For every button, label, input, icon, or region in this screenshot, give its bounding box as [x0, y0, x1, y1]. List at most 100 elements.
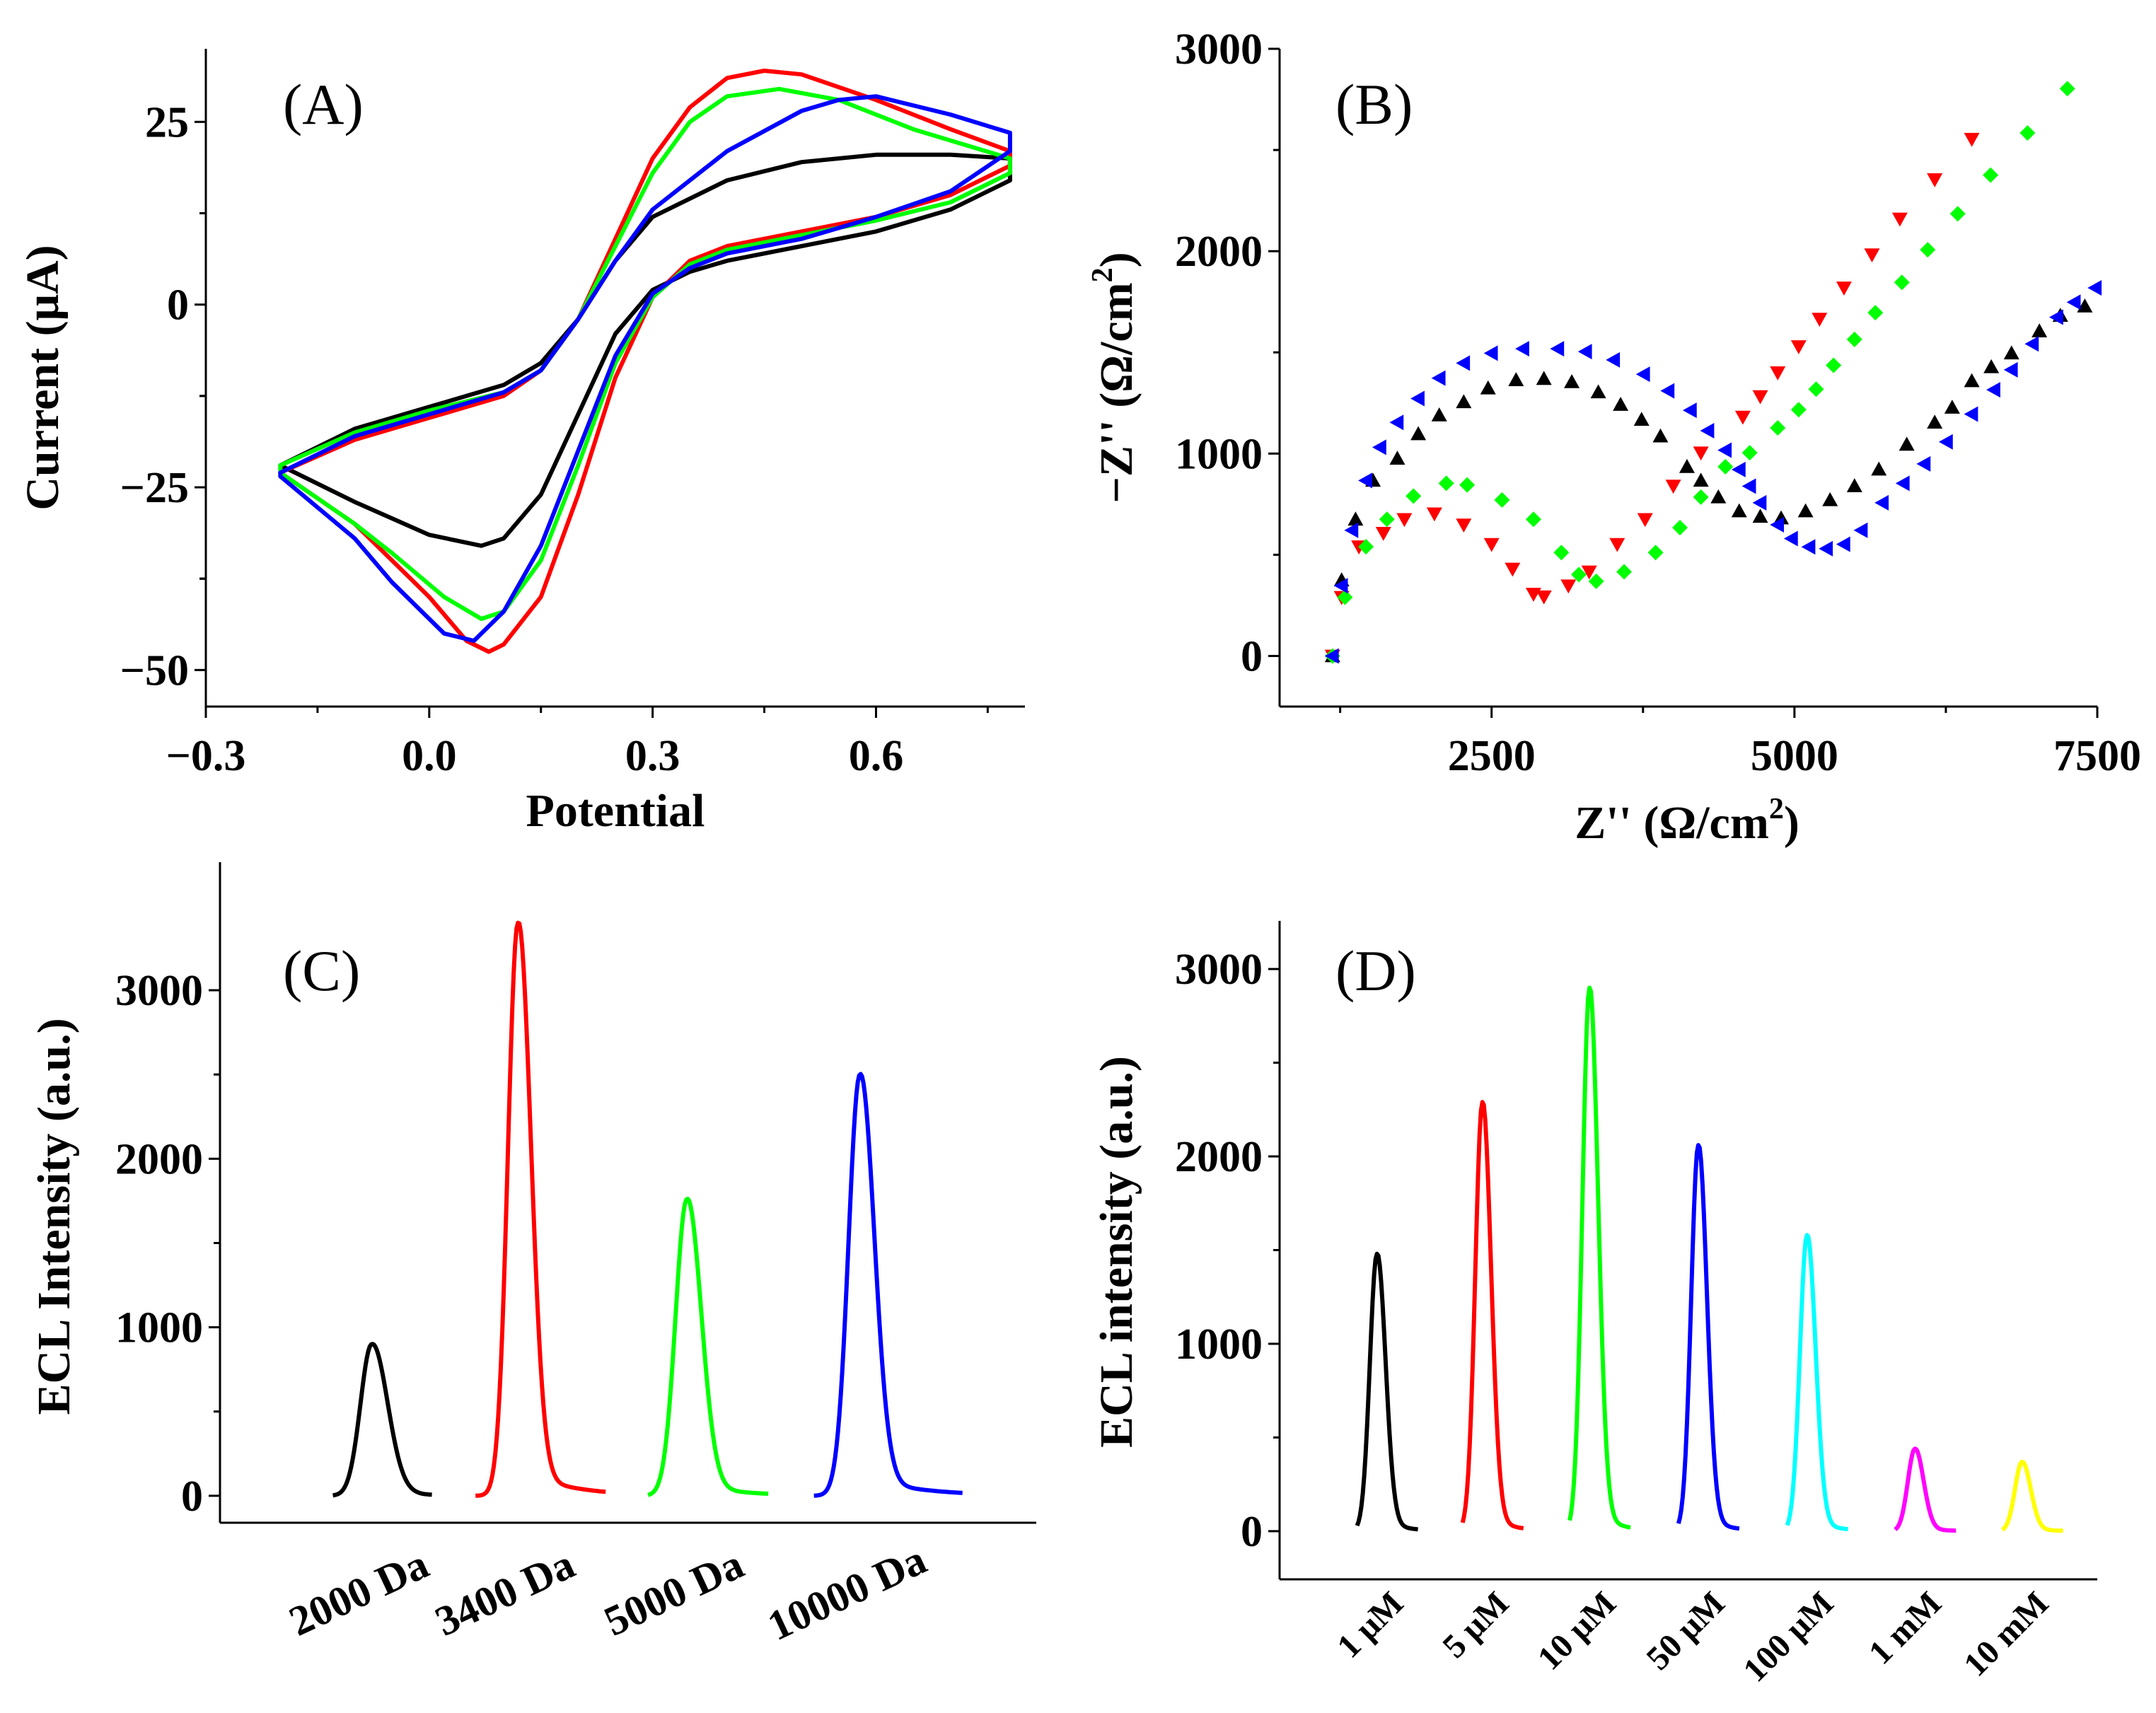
data-point-triangle-up [1613, 397, 1629, 411]
category-label: 1 μM [1330, 1584, 1410, 1665]
data-point-triangle-up [1927, 414, 1943, 429]
data-point-triangle-up [1480, 380, 1496, 395]
panel-a-cv-chart: 25 0 −25 −50 −0.3 0.0 0.3 0.6 (A) Current (μA) Pot… [17, 49, 1025, 837]
data-point-diamond [2059, 81, 2075, 97]
data-point-triangle-up [1389, 451, 1406, 465]
data-point-triangle-down [1927, 173, 1943, 187]
data-point-triangle-left [1550, 341, 1565, 357]
ecl-peak-3 [1676, 1143, 1740, 1531]
category-label: 2000 Da [282, 1540, 436, 1645]
data-point-triangle-left [1606, 352, 1621, 368]
cv-curve-blue [278, 94, 1012, 643]
data-point-diamond [1588, 573, 1604, 589]
data-point-diamond [1983, 167, 1999, 183]
data-point-triangle-up [1693, 472, 1709, 487]
y-axis-title: ECL intensity (a.u.) [1091, 1056, 1142, 1448]
y-tick-label: 0 [1241, 632, 1263, 680]
panel-label: (A) [283, 72, 364, 137]
data-point-triangle-down [1375, 526, 1391, 541]
category-label: 100 μM [1736, 1584, 1841, 1689]
data-point-triangle-up [1964, 373, 1980, 388]
data-point-triangle-up [1508, 372, 1524, 386]
data-point-triangle-left [1389, 414, 1404, 431]
data-point-diamond [1693, 489, 1709, 505]
data-point-triangle-left [1895, 475, 1910, 492]
category-label: 50 μM [1639, 1584, 1732, 1677]
data-point-triangle-left [1741, 478, 1756, 494]
data-point-triangle-left [1431, 370, 1446, 386]
category-label: 10000 Da [760, 1536, 933, 1650]
x-axis-title-sup: 2 [1769, 793, 1784, 825]
data-point-diamond [1647, 545, 1664, 561]
data-point-diamond [1337, 589, 1353, 605]
cv-curve-red [278, 69, 1012, 654]
y-tick-label: 2000 [1175, 228, 1263, 276]
x-axis-title-end: ) [1784, 797, 1799, 849]
cv-curve-black [278, 152, 1012, 548]
data-point-diamond [1459, 477, 1476, 493]
x-tick-label: 0.0 [402, 732, 457, 780]
data-point-triangle-up [1846, 478, 1862, 492]
data-point-triangle-left [1986, 382, 2000, 398]
x-axis-title: Z'' (Ω/cm2) [1575, 793, 1799, 849]
data-point-diamond [1826, 357, 1842, 373]
data-point-triangle-left [1324, 648, 1339, 664]
data-point-triangle-down [1396, 513, 1413, 528]
data-point-triangle-down [1752, 390, 1768, 405]
y-tick-label: −25 [120, 464, 189, 512]
data-point-diamond [1867, 305, 1884, 321]
y-axis-title-sup: 2 [1086, 267, 1119, 282]
data-point-diamond [1406, 488, 1422, 504]
data-point-triangle-down [1637, 513, 1653, 528]
data-point-triangle-up [1731, 503, 1747, 518]
panel-d-ecl-chart: 0 1000 2000 3000 1 μM 5 μM 10 μM 50 μM 100 μM 1 m… [1091, 921, 2097, 1689]
data-point-diamond [1525, 511, 1541, 528]
data-point-diamond [1920, 242, 1936, 258]
y-tick-label: 3000 [1175, 25, 1263, 74]
category-label: 10 mM [1957, 1584, 2056, 1683]
data-point-triangle-up [1633, 412, 1650, 426]
ecl-peak-6 [2000, 1459, 2064, 1533]
data-point-triangle-left [1938, 434, 1953, 450]
data-point-triangle-up [1564, 374, 1580, 388]
y-axis-title-text: −Z'' (Ω/cm [1091, 282, 1142, 503]
data-point-triangle-down [1581, 565, 1597, 580]
y-tick-label: −50 [120, 646, 189, 695]
y-tick-label: 0 [1241, 1508, 1263, 1556]
data-point-diamond [1894, 274, 1910, 291]
x-tick-label: 7500 [2053, 732, 2141, 780]
x-axis-title-text: Z'' (Ω/cm [1575, 797, 1769, 849]
y-tick-label: 2000 [115, 1135, 203, 1183]
data-point-triangle-left [1410, 390, 1425, 407]
y-tick-label: 0 [181, 1473, 203, 1521]
data-point-diamond [2019, 125, 2036, 141]
data-point-triangle-up [1983, 359, 2000, 373]
data-point-triangle-down [1891, 212, 1908, 227]
category-label: 3400 Da [428, 1540, 581, 1645]
data-point-triangle-up [1871, 461, 1887, 476]
data-point-triangle-up [1752, 509, 1768, 523]
data-point-diamond [1553, 545, 1570, 561]
data-point-triangle-left [2087, 279, 2102, 296]
x-tick-label: 0.3 [625, 732, 680, 780]
data-point-diamond [1379, 511, 1395, 528]
data-point-triangle-left [1874, 494, 1889, 511]
data-point-triangle-left [1819, 540, 1833, 557]
x-tick-label: 0.6 [849, 732, 904, 780]
data-point-triangle-up [1652, 428, 1669, 443]
data-point-triangle-up [1944, 400, 1960, 414]
data-point-triangle-left [1577, 344, 1592, 360]
data-point-triangle-left [1836, 536, 1850, 552]
data-point-triangle-down [1836, 281, 1852, 296]
y-axis-title: ECL Intensity (a.u.) [28, 1018, 80, 1415]
data-point-triangle-left [2066, 294, 2081, 310]
data-point-triangle-left [1801, 539, 1816, 555]
ecl-peak-0 [332, 1342, 433, 1498]
data-point-triangle-down [1665, 480, 1681, 494]
y-axis-title: −Z'' (Ω/cm2) [1086, 252, 1142, 503]
data-point-triangle-down [1536, 590, 1552, 605]
data-point-triangle-left [1783, 530, 1798, 547]
data-point-triangle-left [1770, 517, 1785, 533]
